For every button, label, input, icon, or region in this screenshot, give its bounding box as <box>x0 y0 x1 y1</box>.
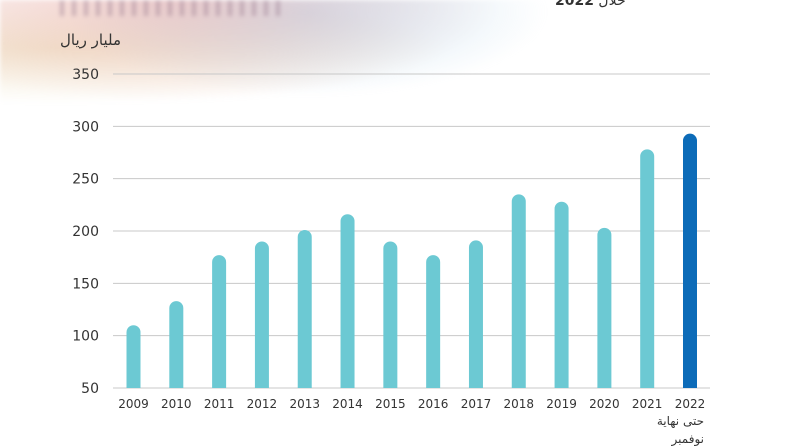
bar-2010 <box>169 301 184 388</box>
bar-2017 <box>468 240 483 388</box>
x-tick-label: 2020 <box>589 397 620 411</box>
x-tick-label: 2017 <box>461 397 492 411</box>
last-bar-note: حتى نهاية نوفمبر <box>656 414 704 446</box>
subtitle-year: 2022 <box>555 0 594 9</box>
y-tick-label: 350 <box>72 67 99 83</box>
y-tick-label: 300 <box>72 119 99 135</box>
bar-2015 <box>383 241 398 388</box>
bar-2020 <box>597 227 612 388</box>
x-tick-label: 2010 <box>161 397 192 411</box>
bar-2012 <box>254 241 269 388</box>
x-tick-label: 2016 <box>418 397 449 411</box>
y-tick-label: 150 <box>72 276 99 292</box>
x-tick-label: 2019 <box>546 397 577 411</box>
bar-2013 <box>297 229 312 388</box>
x-tick-label: 2014 <box>332 397 363 411</box>
bar-2016 <box>426 255 441 388</box>
bar-2009 <box>126 325 141 388</box>
x-tick-label: 2011 <box>204 397 235 411</box>
x-tick-label: 2018 <box>503 397 534 411</box>
container-stripes-decoration <box>60 0 280 16</box>
subtitle-prefix: خلال <box>598 0 626 9</box>
bar-2011 <box>212 255 227 388</box>
y-tick-label: 50 <box>81 381 99 397</box>
chart-subtitle: خلال 2022 <box>555 0 626 9</box>
bar-2014 <box>340 214 355 388</box>
x-tick-label: 2022 <box>675 397 706 411</box>
bar-2018 <box>511 194 526 388</box>
x-tick-label: 2015 <box>375 397 406 411</box>
x-tick-label: 2013 <box>289 397 320 411</box>
x-tick-label: 2012 <box>247 397 278 411</box>
bar-2022 <box>683 133 697 388</box>
bar-2019 <box>554 201 569 388</box>
header-background-photo <box>0 0 560 120</box>
x-tick-label: 2009 <box>118 397 149 411</box>
y-tick-label: 250 <box>72 172 99 188</box>
y-tick-label: 200 <box>72 224 99 240</box>
y-tick-label: 100 <box>72 329 99 345</box>
y-axis-unit-label: مليار ريال <box>60 31 121 49</box>
x-tick-label: 2021 <box>632 397 663 411</box>
bar-2021 <box>640 149 655 388</box>
